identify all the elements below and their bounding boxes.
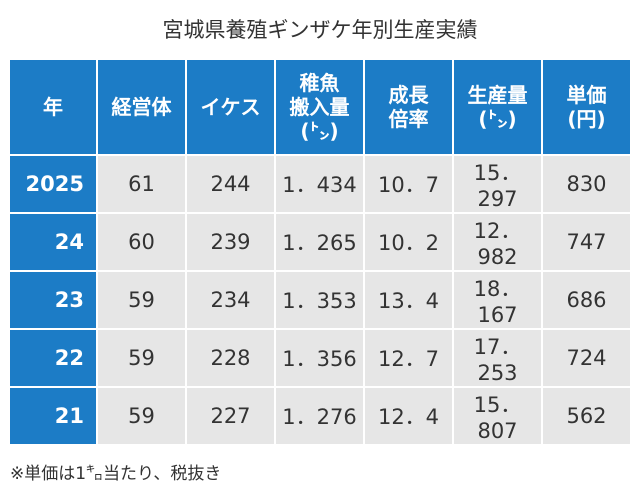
data-cell: 15．807 (452, 386, 543, 446)
data-cell: 239 (185, 212, 276, 272)
data-cell: 12．7 (363, 328, 454, 388)
data-cell: 10．2 (363, 212, 454, 272)
column-header: 単価 (円) (541, 58, 632, 156)
column-header: 年 (8, 58, 98, 156)
data-cell: 61 (96, 154, 187, 214)
table-row: 24 60 239 1．265 10．2 12．982 747 (8, 212, 632, 272)
data-table: 年経営体 イケス 稚魚 搬入量 (㌧) 成長 倍率 生産量 (㌧) 単価 (円) 2025 61 244… (8, 58, 632, 446)
column-header: 生産量 (㌧) (452, 58, 543, 156)
header-line: 稚魚 (299, 71, 340, 95)
table-row: 2025 61 244 1．434 10．7 15．297 830 (8, 154, 632, 214)
table-row: 21 59 227 1．276 12．4 15．807 562 (8, 386, 632, 446)
data-cell: 234 (185, 270, 276, 330)
data-cell: 59 (96, 328, 187, 388)
header-line: 生産量 (467, 83, 528, 107)
header-line: 単価 (566, 83, 607, 107)
data-cell: 1．353 (274, 270, 365, 330)
header-line: 倍率 (388, 107, 429, 131)
column-header: 経営体 (96, 58, 187, 156)
data-cell: 13．4 (363, 270, 454, 330)
data-cell: 59 (96, 386, 187, 446)
data-cell: 227 (185, 386, 276, 446)
year-cell: 24 (8, 212, 98, 272)
data-cell: 228 (185, 328, 276, 388)
data-cell: 12．4 (363, 386, 454, 446)
header-line: 年 (43, 95, 63, 119)
table-body: 2025 61 244 1．434 10．7 15．297 830 24 60 239 1．265 1… (8, 154, 632, 446)
column-header: 成長 倍率 (363, 58, 454, 156)
header-line: (円) (567, 107, 606, 131)
data-cell: 17．253 (452, 328, 543, 388)
data-cell: 1．434 (274, 154, 365, 214)
data-cell: 724 (541, 328, 632, 388)
data-cell: 747 (541, 212, 632, 272)
header-line: 経営体 (111, 95, 172, 119)
title: 宮城県養殖ギンザケ年別生産実績 (162, 18, 478, 42)
header-row: 年経営体 イケス 稚魚 搬入量 (㌧) 成長 倍率 生産量 (㌧) 単価 (円) (8, 58, 632, 156)
data-cell: 1．276 (274, 386, 365, 446)
year-cell: 23 (8, 270, 98, 330)
data-cell: 60 (96, 212, 187, 272)
data-cell: 15．297 (452, 154, 543, 214)
data-cell: 830 (541, 154, 632, 214)
data-cell: 562 (541, 386, 632, 446)
year-cell: 22 (8, 328, 98, 388)
footnote: ※単価は1㌔当たり、税抜き (10, 464, 222, 484)
column-header: イケス (185, 58, 276, 156)
data-cell: 18．167 (452, 270, 543, 330)
data-cell: 12．982 (452, 212, 543, 272)
data-cell: 244 (185, 154, 276, 214)
data-cell: 686 (541, 270, 632, 330)
year-cell: 2025 (8, 154, 98, 214)
header-line: 成長 (388, 83, 429, 107)
header-line: イケス (200, 95, 261, 119)
year-cell: 21 (8, 386, 98, 446)
data-cell: 10．7 (363, 154, 454, 214)
table-row: 23 59 234 1．353 13．4 18．167 686 (8, 270, 632, 330)
column-header: 稚魚 搬入量 (㌧) (274, 58, 365, 156)
data-cell: 1．265 (274, 212, 365, 272)
header-line: (㌧) (478, 107, 517, 131)
data-cell: 59 (96, 270, 187, 330)
data-cell: 1．356 (274, 328, 365, 388)
header-line: (㌧) (300, 119, 339, 143)
table-row: 22 59 228 1．356 12．7 17．253 724 (8, 328, 632, 388)
header-line: 搬入量 (289, 95, 350, 119)
